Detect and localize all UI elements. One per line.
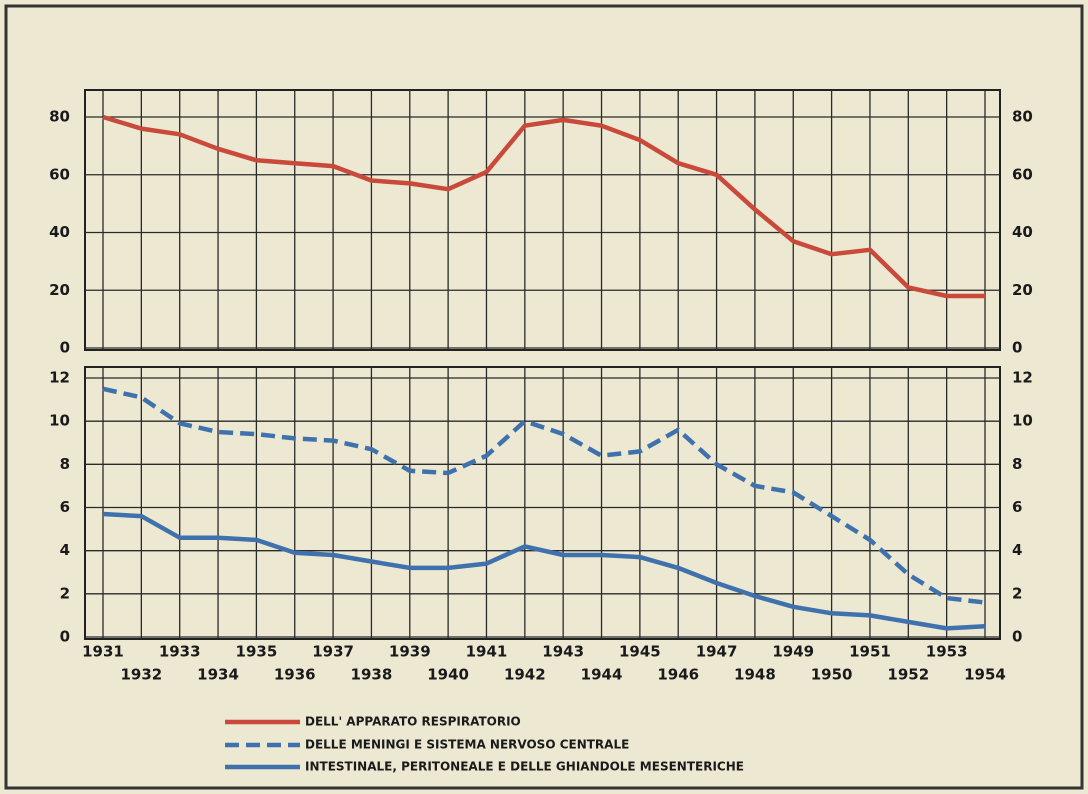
y-tick-label: 8	[60, 455, 70, 473]
y-tick-label-right: 4	[1012, 541, 1022, 559]
legend-label: DELLE MENINGI E SISTEMA NERVOSO CENTRALE	[305, 738, 629, 752]
y-tick-label: 40	[49, 223, 70, 241]
x-tick-label: 1934	[197, 666, 239, 684]
y-tick-label: 12	[49, 369, 70, 387]
y-tick-label: 0	[60, 339, 70, 357]
x-tick-label: 1944	[581, 666, 623, 684]
x-tick-label: 1947	[696, 643, 738, 661]
series-line	[102, 386, 986, 605]
y-tick-label-right: 0	[1012, 628, 1022, 646]
x-tick-label: 1939	[389, 643, 431, 661]
y-tick-label: 20	[49, 281, 70, 299]
x-tick-label: 1941	[466, 643, 508, 661]
y-tick-label-right: 8	[1012, 455, 1022, 473]
y-tick-label-right: 20	[1012, 281, 1033, 299]
page-border	[4, 4, 1084, 790]
y-tick-label: 6	[60, 498, 70, 516]
y-tick-label: 60	[49, 165, 70, 183]
x-tick-label: 1932	[120, 666, 162, 684]
x-tick-label: 1937	[312, 643, 354, 661]
y-tick-label-right: 80	[1012, 108, 1033, 126]
x-tick-label: 1935	[236, 643, 278, 661]
x-tick-label: 1938	[351, 666, 393, 684]
x-tick-label: 1950	[811, 666, 853, 684]
x-tick-label: 1936	[274, 666, 316, 684]
x-tick-label: 1952	[887, 666, 929, 684]
x-tick-label: 1931	[82, 643, 124, 661]
series-line	[102, 114, 985, 299]
x-tick-label: 1940	[427, 666, 469, 684]
legend-label: INTESTINALE, PERITONEALE E DELLE GHIANDO…	[305, 760, 744, 774]
y-tick-label-right: 60	[1012, 165, 1033, 183]
y-tick-label-right: 10	[1012, 412, 1033, 430]
x-tick-label: 1943	[542, 643, 584, 661]
x-tick-label: 1954	[964, 666, 1006, 684]
y-tick-label: 0	[60, 628, 70, 646]
x-tick-label: 1946	[657, 666, 699, 684]
x-tick-label: 1953	[926, 643, 968, 661]
bottom-frame	[84, 366, 1001, 640]
series-line	[102, 511, 986, 631]
x-tick-label: 1933	[159, 643, 201, 661]
y-tick-label-right: 6	[1012, 498, 1022, 516]
y-tick-label: 4	[60, 541, 70, 559]
x-tick-label: 1949	[772, 643, 814, 661]
top-frame	[84, 89, 1001, 351]
y-tick-label: 10	[49, 412, 70, 430]
x-tick-label: 1948	[734, 666, 776, 684]
legend-label: DELL' APPARATO RESPIRATORIO	[305, 715, 521, 729]
x-tick-label: 1942	[504, 666, 546, 684]
y-tick-label: 80	[49, 108, 70, 126]
y-tick-label: 2	[60, 584, 70, 602]
x-tick-label: 1945	[619, 643, 661, 661]
x-tick-label: 1951	[849, 643, 891, 661]
y-tick-label-right: 2	[1012, 584, 1022, 602]
y-tick-label-right: 40	[1012, 223, 1033, 241]
y-tick-label-right: 12	[1012, 369, 1033, 387]
y-tick-label-right: 0	[1012, 339, 1022, 357]
